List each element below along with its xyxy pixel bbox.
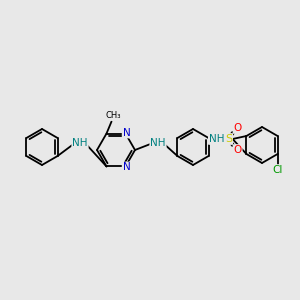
Text: Cl: Cl	[272, 165, 283, 175]
Text: NH: NH	[150, 138, 166, 148]
Text: N: N	[123, 163, 130, 172]
Text: N: N	[123, 128, 130, 137]
Text: NH: NH	[72, 138, 88, 148]
Text: NH: NH	[209, 134, 224, 144]
Text: S: S	[225, 134, 232, 144]
Text: O: O	[233, 145, 242, 155]
Text: O: O	[233, 123, 242, 133]
Text: CH₃: CH₃	[106, 111, 121, 120]
